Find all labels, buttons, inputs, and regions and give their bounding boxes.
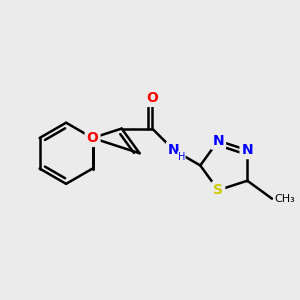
- Text: CH₃: CH₃: [274, 194, 295, 204]
- Text: O: O: [87, 131, 98, 145]
- Text: N: N: [242, 143, 253, 157]
- Text: N: N: [212, 134, 224, 148]
- Text: H: H: [178, 152, 185, 162]
- Text: S: S: [213, 183, 223, 197]
- Text: N: N: [168, 143, 180, 157]
- Text: O: O: [146, 91, 158, 105]
